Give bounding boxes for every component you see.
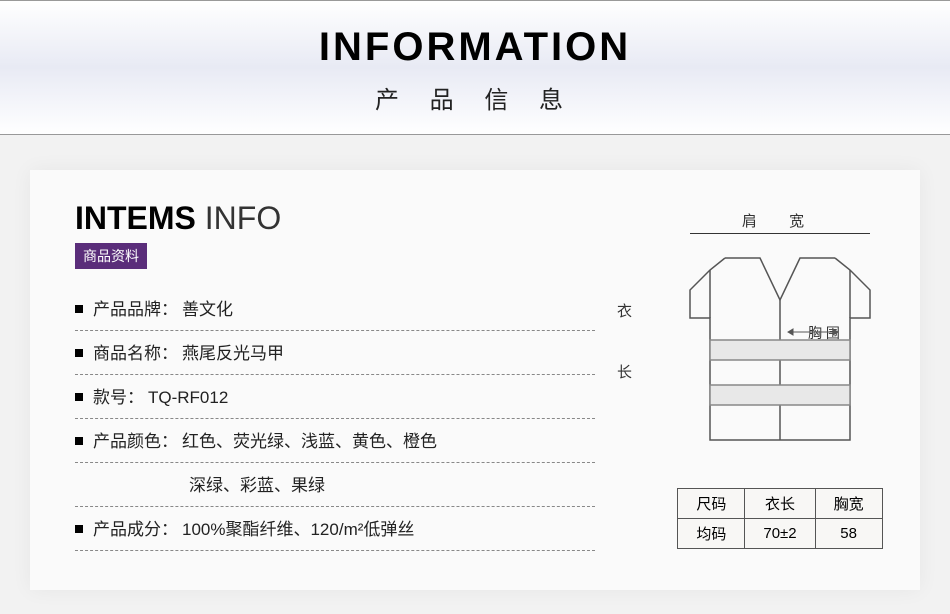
intems-heading: INTEMS INFO <box>75 200 595 237</box>
size-table-header: 胸宽 <box>815 489 882 519</box>
size-table-header: 衣长 <box>745 489 815 519</box>
spec-value: 燕尾反光马甲 <box>182 339 284 364</box>
size-table-data-row: 均码 70±2 58 <box>678 519 882 549</box>
shoulder-width-label: 肩 宽 <box>690 210 870 234</box>
spec-row: 商品名称：燕尾反光马甲 <box>75 331 595 375</box>
vest-icon: 胸 围 <box>670 240 890 450</box>
spec-row: 产品颜色：红色、荧光绿、浅蓝、黄色、橙色 <box>75 419 595 463</box>
bullet-icon <box>75 525 83 533</box>
size-table-header-row: 尺码 衣长 胸宽 <box>678 489 882 519</box>
spec-value: TQ-RF012 <box>148 388 228 408</box>
header-title-cn: 产 品 信 息 <box>0 80 950 115</box>
length-label-group: 衣 长 <box>617 300 632 382</box>
spec-row: 深绿、彩蓝、果绿 <box>75 463 595 507</box>
length-label-top: 衣 <box>617 300 632 321</box>
intems-thin: INFO <box>196 200 281 236</box>
spec-label: 产品成分： <box>93 515 178 540</box>
spec-label: 产品颜色： <box>93 427 178 452</box>
length-label-bottom: 长 <box>617 361 632 382</box>
diagram-column: 肩 宽 衣 长 胸 围 <box>595 200 925 570</box>
bullet-icon <box>75 393 83 401</box>
spec-label: 产品品牌： <box>93 295 178 320</box>
bullet-icon <box>75 305 83 313</box>
spec-value: 深绿、彩蓝、果绿 <box>189 471 325 496</box>
intems-bold: INTEMS <box>75 200 196 236</box>
specs-column: INTEMS INFO 商品资料 产品品牌：善文化商品名称：燕尾反光马甲款号：T… <box>75 200 595 570</box>
size-table-cell: 70±2 <box>745 519 815 549</box>
spec-row: 款号：TQ-RF012 <box>75 375 595 419</box>
spec-row: 产品成分：100%聚酯纤维、120/m²低弹丝 <box>75 507 595 551</box>
size-table: 尺码 衣长 胸宽 均码 70±2 58 <box>677 488 882 549</box>
spec-label: 款号： <box>93 383 144 408</box>
vest-diagram: 肩 宽 衣 长 胸 围 <box>635 210 925 470</box>
bullet-icon <box>75 437 83 445</box>
bullet-icon <box>75 349 83 357</box>
header-title-en: INFORMATION <box>0 25 950 70</box>
size-table-cell: 均码 <box>678 519 745 549</box>
spec-label: 商品名称： <box>93 339 178 364</box>
header-band: INFORMATION 产 品 信 息 <box>0 0 950 135</box>
spec-value: 善文化 <box>182 295 233 320</box>
size-table-cell: 58 <box>815 519 882 549</box>
specs-list: 产品品牌：善文化商品名称：燕尾反光马甲款号：TQ-RF012产品颜色：红色、荧光… <box>75 287 595 551</box>
size-table-header: 尺码 <box>678 489 745 519</box>
badge-product-data: 商品资料 <box>75 243 147 269</box>
spec-value: 红色、荧光绿、浅蓝、黄色、橙色 <box>182 427 437 452</box>
spec-row: 产品品牌：善文化 <box>75 287 595 331</box>
spec-value: 100%聚酯纤维、120/m²低弹丝 <box>182 515 414 540</box>
main-panel: INTEMS INFO 商品资料 产品品牌：善文化商品名称：燕尾反光马甲款号：T… <box>30 170 920 590</box>
